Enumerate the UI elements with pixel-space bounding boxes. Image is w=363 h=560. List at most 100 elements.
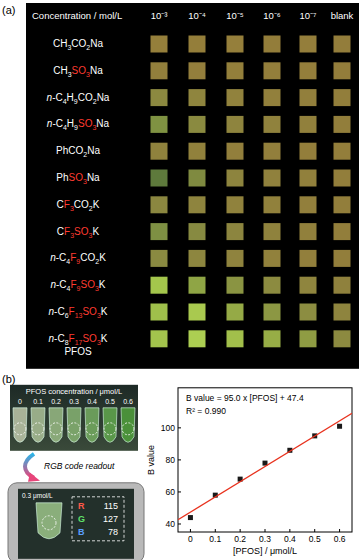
label-run: SO — [82, 333, 97, 344]
color-swatch — [227, 250, 244, 267]
channel: G — [78, 514, 85, 524]
point — [188, 515, 193, 520]
label-run: C — [57, 199, 64, 210]
color-swatch — [334, 143, 351, 160]
label-part: F17 — [69, 333, 83, 346]
x-tick-label: 0.4 — [284, 534, 296, 544]
x-tick — [265, 529, 266, 532]
label-part: SO3 — [82, 306, 100, 319]
color-swatch — [227, 143, 244, 160]
channel-value: 127 — [103, 514, 118, 524]
label-part: C — [57, 199, 64, 210]
tube — [31, 408, 45, 443]
tube — [103, 408, 117, 443]
color-swatch — [334, 250, 351, 267]
label-run: Na — [87, 172, 100, 183]
label-part: F9 — [70, 279, 80, 292]
color-swatch — [227, 170, 244, 187]
label-part: SO3 — [82, 333, 100, 346]
readout-label: RGB code readout — [44, 461, 115, 471]
label-run: SO — [82, 306, 97, 317]
x-tick — [289, 529, 290, 532]
x-tick — [240, 529, 241, 532]
color-swatch — [264, 89, 281, 106]
x-tick-label: 0.2 — [234, 534, 246, 544]
column-header: 10⁻⁴ — [188, 10, 206, 21]
label-run: -C — [56, 279, 67, 290]
header: Concentration / mol/L — [32, 10, 122, 21]
row-note: PFOS — [64, 346, 92, 357]
roi-circle — [86, 423, 98, 435]
label-run: Na — [96, 118, 109, 129]
label-run: CO — [74, 199, 89, 210]
color-swatch — [151, 62, 168, 79]
label-run: Ph — [56, 172, 68, 183]
label-part: K — [92, 226, 99, 237]
color-swatch — [189, 304, 206, 321]
tube-photo — [10, 385, 138, 451]
roi-circle — [68, 423, 80, 435]
channel: B — [78, 527, 85, 537]
color-swatch — [151, 143, 168, 160]
color-swatch — [151, 36, 168, 53]
label-run: K — [99, 252, 106, 263]
color-swatch — [300, 62, 317, 79]
color-swatch — [264, 196, 281, 213]
color-swatch — [334, 196, 351, 213]
color-swatch — [334, 116, 351, 133]
label-part: K — [101, 306, 108, 317]
point — [337, 424, 342, 429]
column-header: 10⁻⁵ — [226, 10, 244, 21]
color-swatch — [264, 36, 281, 53]
color-swatch — [189, 62, 206, 79]
label-part: F3 — [64, 226, 74, 239]
x-tick-label: 0.1 — [209, 534, 221, 544]
label-run: K — [101, 306, 108, 317]
label-run: H — [67, 118, 74, 129]
label-run: SO — [74, 226, 89, 237]
label-run: Na — [97, 92, 110, 103]
color-swatch — [300, 36, 317, 53]
color-swatch — [334, 277, 351, 294]
row-label: n-C6F13SO3K — [49, 306, 108, 319]
label-part: SO3 — [72, 65, 90, 78]
label-part: Na — [87, 172, 100, 183]
roi-circle — [104, 423, 116, 435]
label-run: Na — [87, 145, 100, 156]
tube — [67, 408, 81, 443]
label-part: C — [57, 226, 64, 237]
y-tick — [178, 427, 181, 428]
roi-circle — [42, 516, 56, 530]
color-swatch — [227, 304, 244, 321]
panel-label: (b) — [2, 373, 15, 385]
color-swatch — [264, 223, 281, 240]
color-swatch — [334, 62, 351, 79]
label-run: -C — [52, 118, 63, 129]
color-swatch — [151, 330, 168, 347]
phone-screen — [18, 489, 134, 559]
label-run: K — [101, 333, 108, 344]
label-part: Ph — [56, 172, 68, 183]
x-tick-label: 0.5 — [309, 534, 321, 544]
x-tick — [339, 529, 340, 532]
label-run: -C — [54, 306, 65, 317]
y-tick-label: 40 — [166, 519, 176, 529]
arrow — [25, 454, 34, 478]
figure: (a)Concentration / mol/L10⁻³10⁻⁴10⁻⁵10⁻⁶… — [0, 0, 363, 560]
x-tick-label: 0 — [188, 534, 193, 544]
tube — [49, 408, 63, 443]
label-part: SO3 — [69, 172, 87, 185]
label-run: SO — [78, 118, 93, 129]
row-label: n-C4H9SO3Na — [47, 118, 110, 131]
x-tick — [314, 529, 315, 532]
tube — [13, 408, 27, 443]
column-header: 10⁻³ — [151, 10, 168, 21]
label-run: 13 — [75, 312, 83, 319]
column-header: blank — [331, 10, 354, 21]
photo-title: PFOS concentration / μmol/L — [26, 387, 122, 396]
color-swatch — [189, 250, 206, 267]
label-part: F3 — [64, 199, 74, 212]
label-run: K — [99, 279, 106, 290]
label-part: CO2K — [80, 252, 106, 265]
plot-data — [178, 413, 352, 520]
